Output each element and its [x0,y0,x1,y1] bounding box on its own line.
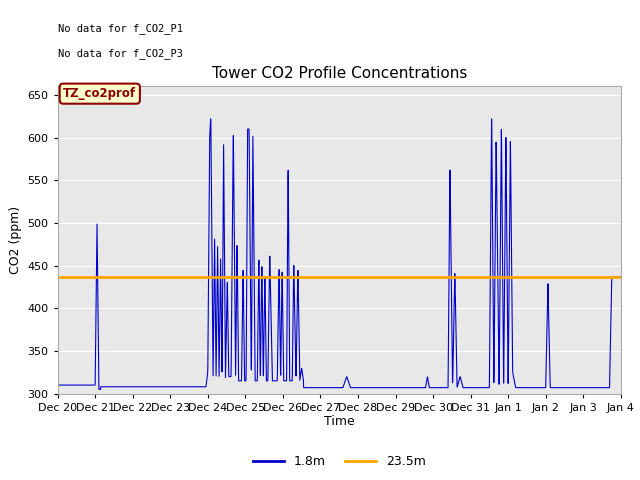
1.8m [54,382,61,388]
Line: 1.8m: 1.8m [58,119,621,389]
1.8m [545,348,553,354]
1.8m [207,116,214,122]
Y-axis label: CO2 (ppm): CO2 (ppm) [9,206,22,274]
Text: No data for f_CO2_P1: No data for f_CO2_P1 [58,23,182,34]
Title: Tower CO2 Profile Concentrations: Tower CO2 Profile Concentrations [211,66,467,81]
1.8m [152,384,159,390]
1.8m [294,291,302,297]
1.8m [617,274,625,279]
23.5m [92,274,99,279]
Text: TZ_co2prof: TZ_co2prof [63,87,136,100]
1.8m [270,378,278,384]
1.8m [95,386,103,392]
Legend: 1.8m, 23.5m: 1.8m, 23.5m [248,450,431,473]
X-axis label: Time: Time [324,415,355,429]
Text: No data for f_CO2_P3: No data for f_CO2_P3 [58,48,182,59]
1.8m [606,357,614,363]
23.5m [54,274,61,279]
1.8m [118,384,126,390]
